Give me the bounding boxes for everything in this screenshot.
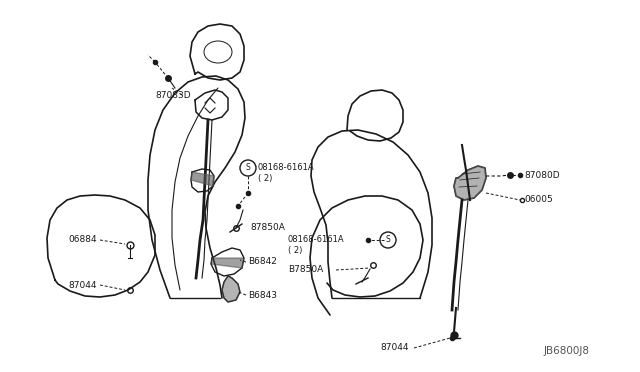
Text: 06884: 06884: [68, 235, 97, 244]
Text: 08168-6161A: 08168-6161A: [288, 235, 344, 244]
Text: 87850A: 87850A: [250, 224, 285, 232]
Polygon shape: [211, 258, 244, 268]
Text: 87083D: 87083D: [155, 90, 191, 99]
Text: 87080D: 87080D: [524, 170, 559, 180]
Text: 06005: 06005: [524, 196, 553, 205]
Text: S: S: [386, 235, 390, 244]
Text: ( 2): ( 2): [258, 173, 273, 183]
Text: 87044: 87044: [380, 343, 408, 353]
Text: ( 2): ( 2): [288, 246, 302, 254]
Text: 08168-6161A: 08168-6161A: [258, 164, 315, 173]
Text: 87044: 87044: [68, 280, 97, 289]
Polygon shape: [191, 172, 214, 186]
Polygon shape: [454, 166, 486, 200]
Polygon shape: [222, 276, 240, 302]
Text: B6842: B6842: [248, 257, 277, 266]
Text: B6843: B6843: [248, 291, 277, 299]
Text: B7850A: B7850A: [288, 266, 323, 275]
Text: S: S: [246, 164, 250, 173]
Text: JB6800J8: JB6800J8: [544, 346, 590, 356]
